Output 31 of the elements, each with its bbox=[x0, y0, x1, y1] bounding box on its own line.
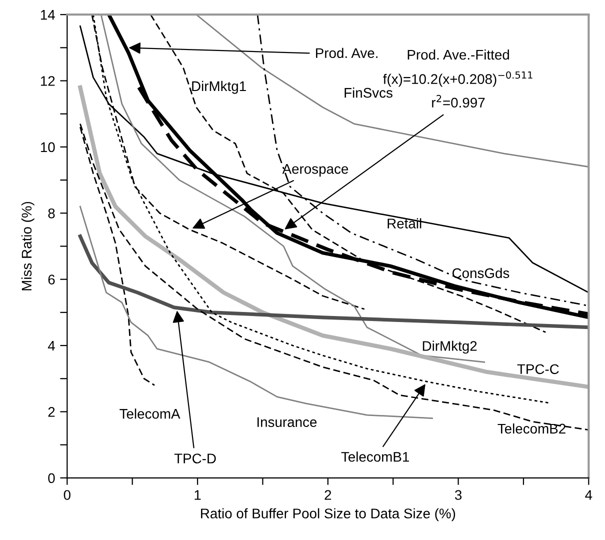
y-tick-label: 8 bbox=[48, 208, 55, 218]
annotation: TPC-D bbox=[174, 454, 216, 464]
x-axis-title: Ratio of Buffer Pool Size to Data Size (%) bbox=[201, 508, 456, 522]
annotation: Prod. Ave.-Fitted bbox=[408, 49, 509, 60]
series-label: DirMktg1 bbox=[192, 80, 246, 94]
y-axis-title: Miss Ratio (%) bbox=[21, 202, 34, 290]
y-tick-label: 4 bbox=[48, 341, 55, 351]
x-tick-label: 4 bbox=[585, 490, 592, 500]
y-tick-label: 14 bbox=[40, 10, 55, 20]
annotation: f(x)=10.2(x+0.208)$^{−0.511}$ bbox=[383, 71, 532, 87]
annotation: Aerospace bbox=[282, 164, 348, 177]
y-tick-label: 2 bbox=[48, 407, 55, 417]
annotation: r$^{2}$=0.997 bbox=[432, 94, 485, 108]
series-label: FinSvcs bbox=[344, 88, 392, 98]
y-tick-label: 0 bbox=[48, 473, 55, 484]
y-tick-label: 6 bbox=[48, 274, 55, 285]
series-label: Retail bbox=[388, 218, 422, 228]
annotation: Prod. Ave. bbox=[316, 48, 378, 58]
series-label: Insurance bbox=[257, 417, 317, 428]
x-tick-label: 3 bbox=[454, 490, 462, 500]
series-label: TelecomB2 bbox=[498, 423, 566, 434]
series-label: ConsGds bbox=[452, 268, 510, 278]
x-tick-label: 0 bbox=[64, 490, 70, 500]
y-tick-label: 10 bbox=[40, 142, 55, 152]
text: TelecomA bbox=[120, 408, 180, 419]
series-label: DirMktg2 bbox=[422, 340, 477, 354]
x-tick-label: 1 bbox=[194, 490, 201, 500]
annotation: TelecomB1 bbox=[341, 452, 409, 462]
x-tick-label: 2 bbox=[324, 490, 332, 500]
series-label: TPC-C bbox=[517, 364, 559, 374]
y-tick-label: 12 bbox=[40, 76, 55, 86]
